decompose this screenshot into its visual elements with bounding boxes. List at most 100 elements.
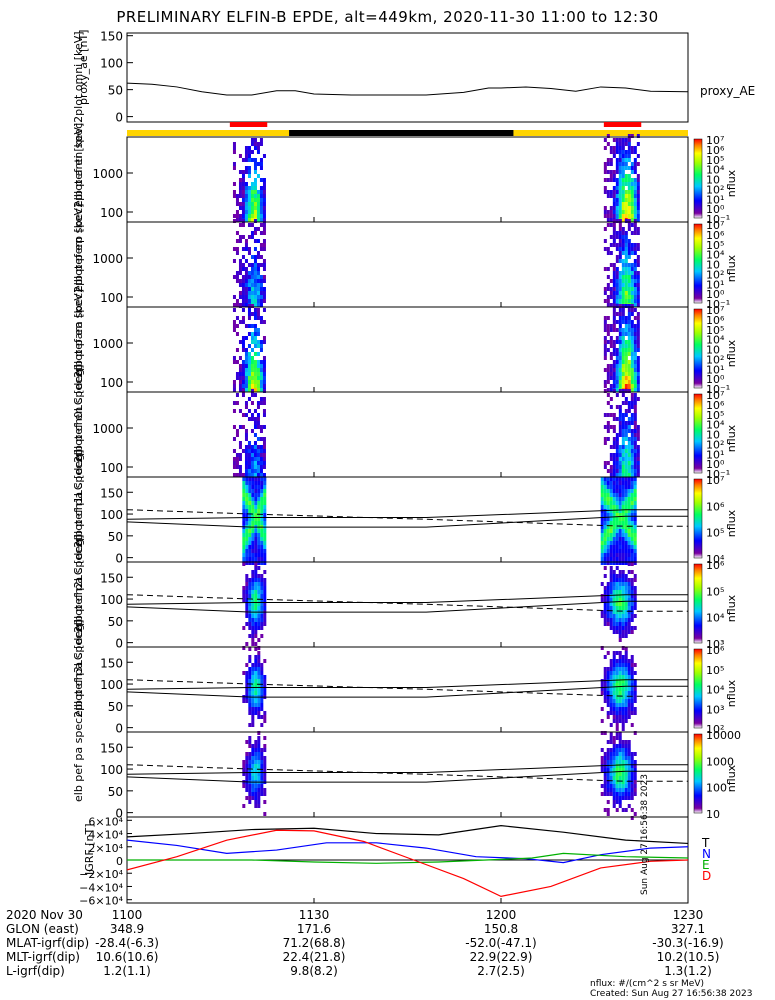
spectrogram-cell bbox=[625, 138, 628, 142]
spectrogram-cell bbox=[257, 198, 260, 202]
ytick-label-ch3LC: 100 bbox=[100, 763, 123, 777]
spectrogram-cell bbox=[616, 736, 619, 740]
spectrogram-cell bbox=[634, 425, 637, 429]
spectrogram-cell bbox=[631, 780, 634, 784]
spectrogram-cell bbox=[245, 401, 248, 405]
spectrogram-cell bbox=[616, 299, 619, 303]
spectrogram-cell bbox=[619, 638, 622, 642]
xaxis-row-value: 71.2(68.8) bbox=[274, 936, 354, 950]
spectrogram-cell bbox=[242, 413, 245, 417]
spectrogram-cell bbox=[619, 473, 622, 477]
spectrogram-cell bbox=[619, 792, 622, 796]
spectrogram-cell bbox=[625, 251, 628, 255]
spectrogram-cell bbox=[634, 275, 637, 279]
spectrogram-cell bbox=[622, 473, 625, 477]
spectrogram-cell bbox=[254, 178, 257, 182]
spectrogram-cell bbox=[260, 372, 263, 376]
spectrogram-cell bbox=[622, 186, 625, 190]
spectrogram-cell bbox=[263, 598, 266, 602]
spectrogram-cell bbox=[245, 606, 248, 610]
spectrogram-cell bbox=[613, 622, 616, 626]
spectrogram-cell bbox=[263, 485, 266, 489]
spectrogram-cell bbox=[257, 707, 260, 711]
spectrogram-cell bbox=[248, 380, 251, 384]
spectrogram-cell bbox=[619, 425, 622, 429]
spectrogram-cell bbox=[637, 360, 640, 364]
spectrogram-cell bbox=[248, 606, 251, 610]
spectrogram-cell bbox=[610, 788, 613, 792]
spectrogram-cell bbox=[613, 194, 616, 198]
spectrogram-cell bbox=[607, 598, 610, 602]
spectrogram-cell bbox=[263, 223, 266, 227]
spectrogram-cell bbox=[610, 235, 613, 239]
spectrogram-cell bbox=[619, 630, 622, 634]
spectrogram-cell bbox=[610, 263, 613, 267]
spectrogram-cell bbox=[613, 352, 616, 356]
spectrogram-cell bbox=[245, 194, 248, 198]
spectrogram-cell bbox=[625, 449, 628, 453]
spectrogram-cell bbox=[622, 142, 625, 146]
spectrogram-cell bbox=[634, 210, 637, 214]
spectrogram-cell bbox=[619, 247, 622, 251]
spectrogram-cell bbox=[616, 699, 619, 703]
spectrogram-cell bbox=[604, 320, 607, 324]
spectrogram-cell bbox=[251, 356, 254, 360]
spectrogram-cell bbox=[260, 194, 263, 198]
spectrogram-cell bbox=[251, 614, 254, 618]
spectrogram-cell bbox=[607, 461, 610, 465]
spectrogram-cell bbox=[613, 760, 616, 764]
spectrogram-cell bbox=[242, 170, 245, 174]
spectrogram-cell bbox=[631, 166, 634, 170]
xaxis-row-value: 10.6(10.6) bbox=[87, 950, 167, 964]
spectrogram-cell bbox=[628, 557, 631, 561]
spectrogram-cell bbox=[610, 768, 613, 772]
spectrogram-cell bbox=[254, 190, 257, 194]
spectrogram-cell bbox=[257, 768, 260, 772]
spectrogram-cell bbox=[619, 138, 622, 142]
spectrogram-cell bbox=[625, 574, 628, 578]
spectrogram-cell bbox=[604, 291, 607, 295]
spectrogram-cell bbox=[628, 622, 631, 626]
spectrogram-cell bbox=[257, 291, 260, 295]
spectrogram-cell bbox=[613, 316, 616, 320]
spectrogram-cell bbox=[628, 715, 631, 719]
spectrogram-cell bbox=[248, 469, 251, 473]
spectrogram-cell bbox=[622, 364, 625, 368]
spectrogram-cell bbox=[628, 461, 631, 465]
spectrogram-cell bbox=[631, 541, 634, 545]
spectrogram-cell bbox=[601, 493, 604, 497]
spectrogram-cell bbox=[616, 517, 619, 521]
spectrogram-cell bbox=[631, 393, 634, 397]
colorbar-tick-label: 10⁵ bbox=[706, 585, 724, 598]
spectrogram-anti bbox=[233, 219, 640, 307]
spectrogram-cell bbox=[248, 796, 251, 800]
spectrogram-cell bbox=[610, 792, 613, 796]
spectrogram-cell bbox=[242, 235, 245, 239]
spectrogram-cell bbox=[625, 549, 628, 553]
spectrogram-cell bbox=[248, 788, 251, 792]
spectrogram-cell bbox=[263, 481, 266, 485]
spectrogram-cell bbox=[257, 344, 260, 348]
spectrogram-cell bbox=[619, 736, 622, 740]
spectrogram-cell bbox=[616, 651, 619, 655]
spectrogram-cell bbox=[263, 736, 266, 740]
spectrogram-cell bbox=[637, 259, 640, 263]
spectrogram-cell bbox=[616, 784, 619, 788]
spectrogram-cell bbox=[604, 210, 607, 214]
spectrogram-cell bbox=[254, 271, 257, 275]
spectrogram-cell bbox=[257, 227, 260, 231]
spectrogram-ch2LC bbox=[242, 647, 636, 735]
spectrogram-cell bbox=[245, 541, 248, 545]
spectrogram-cell bbox=[634, 279, 637, 283]
spectrogram-cell bbox=[634, 545, 637, 549]
spectrogram-cell bbox=[257, 190, 260, 194]
spectrogram-cell bbox=[242, 562, 245, 566]
xaxis-row-value: 10.2(10.5) bbox=[648, 950, 728, 964]
spectrogram-cell bbox=[260, 675, 263, 679]
spectrogram-cell bbox=[613, 699, 616, 703]
spectrogram-cell bbox=[637, 291, 640, 295]
spectrogram-cell bbox=[260, 529, 263, 533]
spectrogram-cell bbox=[248, 461, 251, 465]
spectrogram-cell bbox=[260, 606, 263, 610]
spectrogram-cell bbox=[628, 614, 631, 618]
